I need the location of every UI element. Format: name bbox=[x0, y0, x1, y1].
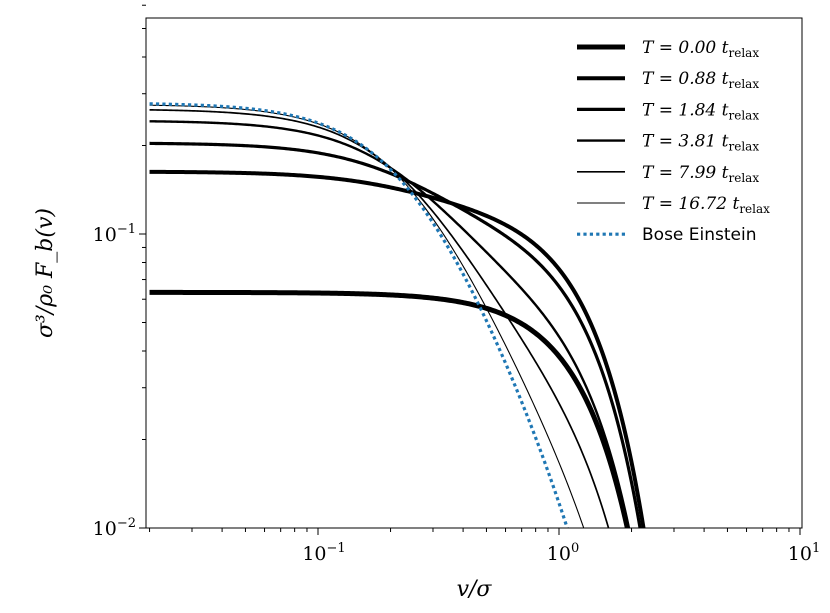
legend-label-3: T = 1.84 trelax bbox=[642, 100, 759, 122]
legend-label-6: T = 16.72 trelax bbox=[642, 194, 770, 216]
series-line-6 bbox=[149, 104, 585, 528]
legend-label-2: T = 0.88 trelax bbox=[642, 69, 759, 91]
series-line-1 bbox=[148, 289, 630, 528]
legend-label-5: T = 7.99 trelax bbox=[642, 163, 759, 185]
svg-text:σ³/ρ₀ F_b(v): σ³/ρ₀ F_b(v) bbox=[33, 208, 58, 338]
x-tick-label: 10−1 bbox=[302, 541, 345, 565]
y-tick-label: 10−2 bbox=[93, 516, 136, 540]
x-axis-label: v/σ bbox=[457, 577, 493, 602]
legend-label-7: Bose Einstein bbox=[642, 225, 757, 245]
series-line-7 bbox=[149, 102, 569, 528]
plot-frame bbox=[145, 17, 803, 529]
legend: T = 0.00 trelax T = 0.88 trelax T = 1.84 t… bbox=[577, 38, 770, 245]
legend-label-4: T = 3.81 trelax bbox=[642, 132, 759, 154]
y-axis-label: σ³/ρ₀ F_b(v) bbox=[33, 208, 58, 338]
series-line-2 bbox=[149, 169, 646, 528]
legend-label-1: T = 0.00 trelax bbox=[642, 38, 759, 60]
series-line-3 bbox=[149, 141, 642, 528]
series-curves bbox=[148, 102, 646, 528]
